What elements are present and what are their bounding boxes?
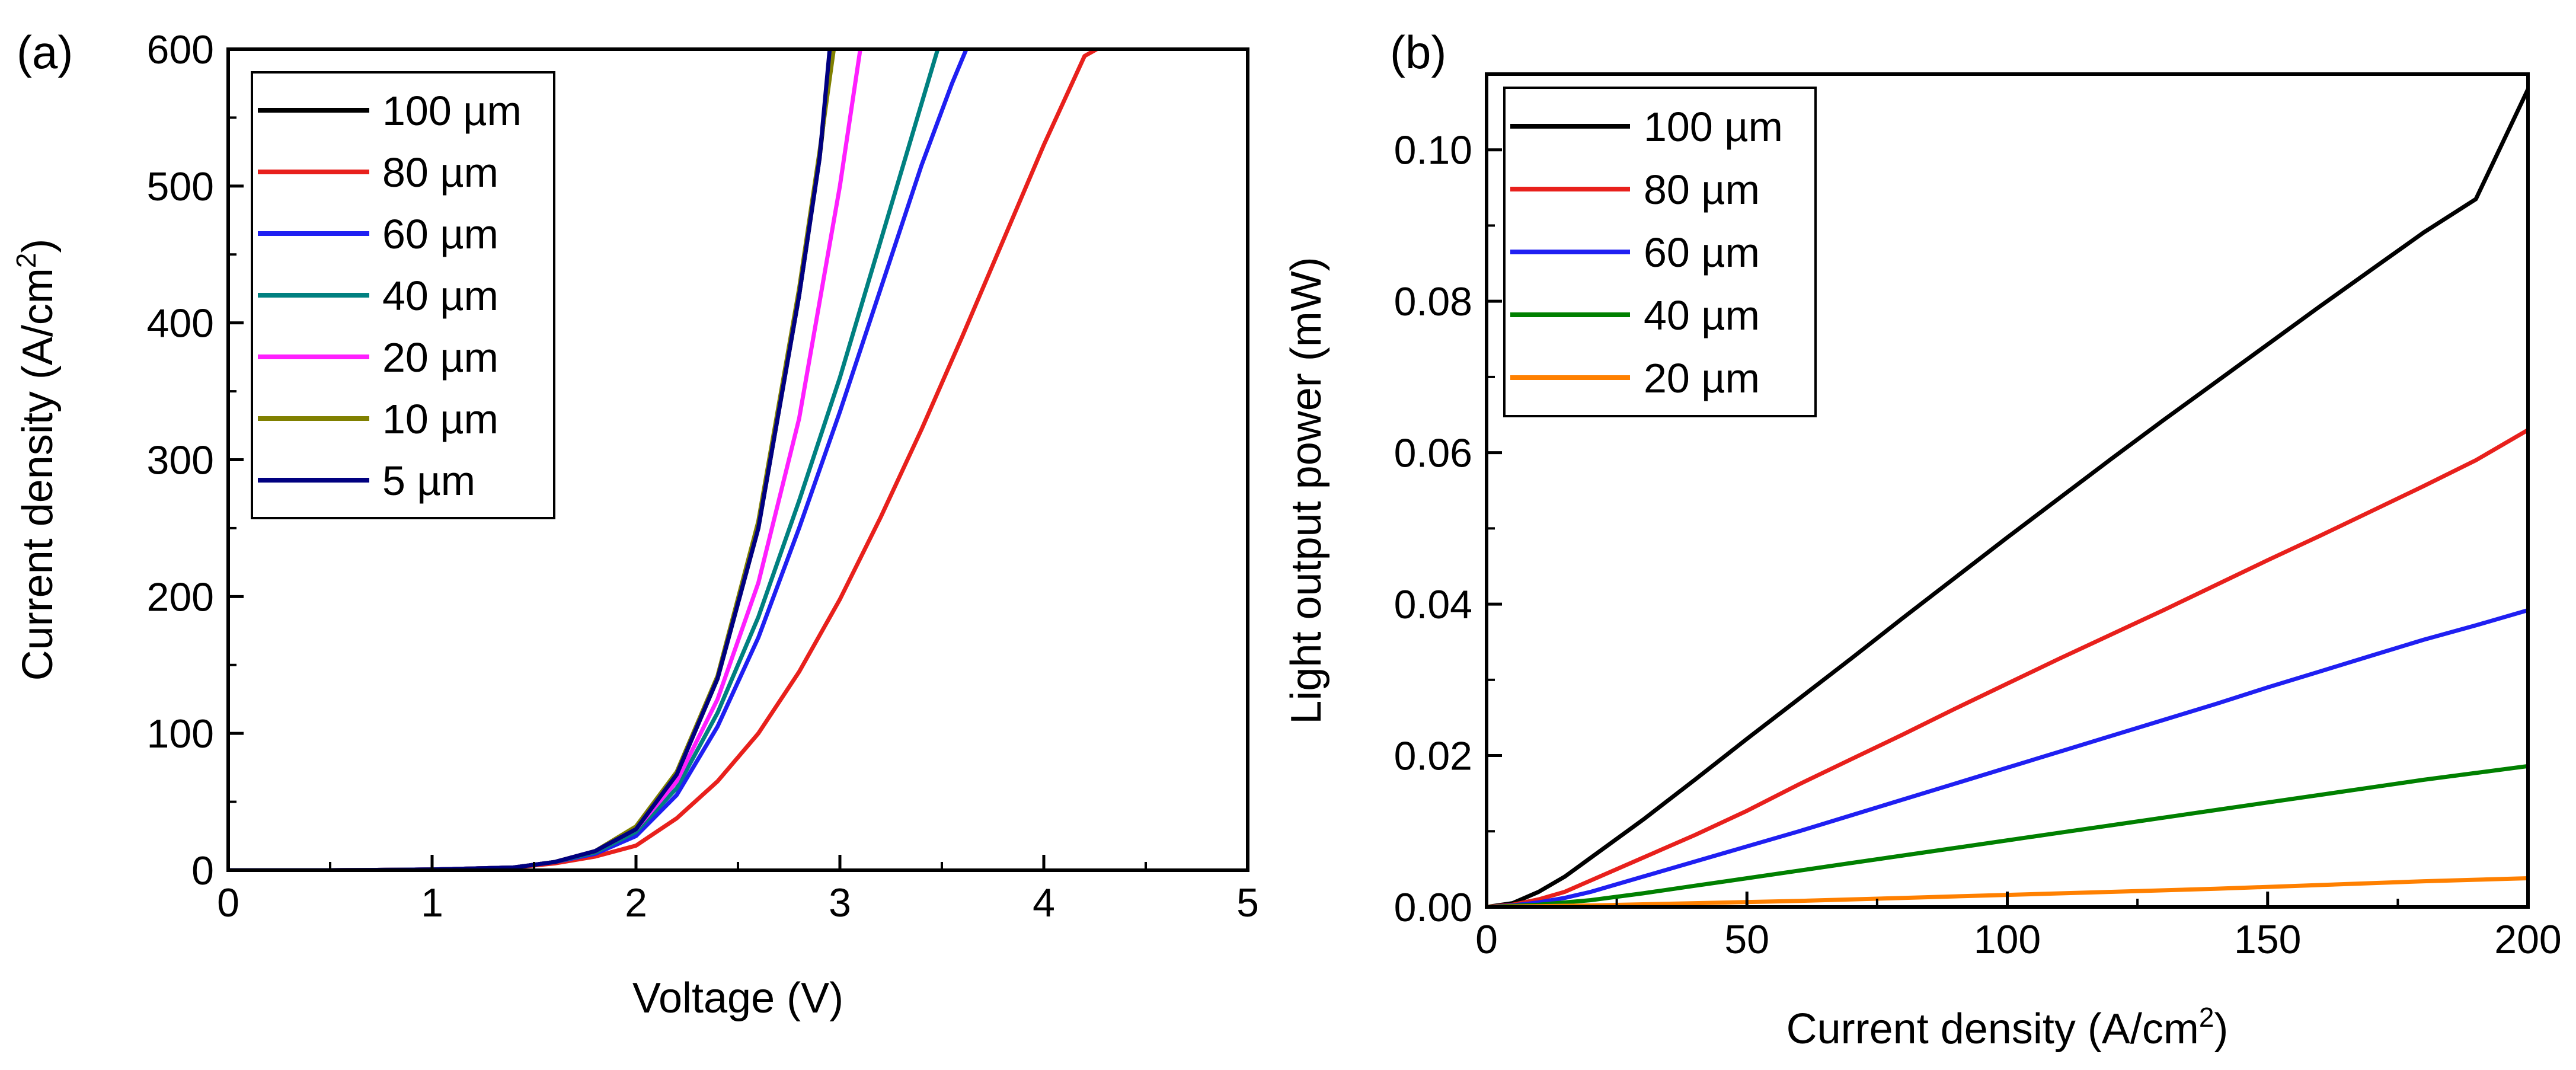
panel-b-legend-label-1: 80 µm <box>1644 167 1760 213</box>
panel-b-legend-label-0: 100 µm <box>1644 104 1783 150</box>
panel-a-x-tick-label: 3 <box>829 880 851 925</box>
panel-a-y-axis-title-main: Current density (A/cm <box>14 268 62 681</box>
panel-a-legend-label-5: 10 µm <box>382 396 498 442</box>
panel-b-series-line-3 <box>1487 764 2528 907</box>
panel-b-legend-label-4: 20 µm <box>1644 355 1760 401</box>
panel-a-x-tick-label: 5 <box>1236 880 1259 925</box>
panel-b-x-tick-label: 150 <box>2234 917 2301 962</box>
panel-b-series-group <box>1487 87 2528 907</box>
panel-a-legend: 100 µm 80 µm 60 µm 40 µm 20 µm 10 µm 5 µm <box>251 71 555 519</box>
panel-b-y-tick-label: 0.04 <box>1394 582 1472 627</box>
panel-a-label: (a) <box>17 26 73 78</box>
panel-a-x-tick-label: 2 <box>625 880 647 925</box>
panel-b-legend: 100 µm 80 µm 60 µm 40 µm 20 µm <box>1503 87 1817 417</box>
panel-a-y-tick-label: 400 <box>147 301 214 346</box>
panel-a-y-tick-label: 200 <box>147 574 214 619</box>
panel-b-x-axis-title-sup: 2 <box>2199 1002 2214 1033</box>
panel-b-series-line-2 <box>1487 608 2528 907</box>
panel-a-legend-label-6: 5 µm <box>382 458 475 504</box>
panel-b-y-axis-title: Light output power (mW) <box>1283 257 1330 724</box>
panel-a-legend-label-4: 20 µm <box>382 334 498 381</box>
panel-a-y-tick-label: 100 <box>147 711 214 756</box>
panel-a-y-tick-label: 600 <box>147 27 214 72</box>
panel-b-chart: (b) 0 50 100 150 200 0.00 0.02 0.04 0.06 0.08 0.10… <box>1283 26 2562 1053</box>
panel-a-legend-label-2: 60 µm <box>382 211 498 257</box>
panel-a-x-tick-label: 0 <box>217 880 239 925</box>
panel-a-y-axis-title: Current density (A/cm2) <box>11 239 62 681</box>
panel-b-x-axis-title-end: ) <box>2214 1005 2228 1053</box>
panel-b-x-tick-label: 50 <box>1724 917 1769 962</box>
panel-a-chart: (a) 0 1 2 3 4 5 0 100 200 300 400 500 600 Voltage (V… <box>11 26 1259 1022</box>
panel-b-y-tick-label: 0.06 <box>1394 431 1472 476</box>
panel-a-x-axis-title: Voltage (V) <box>632 975 843 1022</box>
panel-b-series-line-1 <box>1487 427 2528 907</box>
panel-b-legend-label-2: 60 µm <box>1644 229 1760 276</box>
panel-b-x-tick-label: 200 <box>2494 917 2561 962</box>
panel-b-series-line-0 <box>1487 87 2528 907</box>
panel-a-y-axis-title-end: ) <box>14 239 62 253</box>
panel-b-x-axis-title: Current density (A/cm2) <box>1786 1002 2229 1053</box>
panel-b-x-axis-title-main: Current density (A/cm <box>1786 1005 2199 1053</box>
panel-a-legend-label-1: 80 µm <box>382 149 498 196</box>
panel-a-x-tick-label: 1 <box>421 880 443 925</box>
panel-b-y-tick-label: 0.08 <box>1394 279 1472 324</box>
panel-a-y-tick-label: 500 <box>147 164 214 209</box>
panel-b-x-tick-label: 100 <box>1974 917 2041 962</box>
panel-b-y-tick-label: 0.10 <box>1394 128 1472 173</box>
panel-a-legend-label-0: 100 µm <box>382 88 522 134</box>
panel-b-label: (b) <box>1390 26 1446 78</box>
panel-b-y-tick-label: 0.00 <box>1394 885 1472 930</box>
panel-a-ticks: 0 1 2 3 4 5 0 100 200 300 400 500 600 <box>147 27 1259 925</box>
panel-a-legend-label-3: 40 µm <box>382 273 498 319</box>
panel-a-x-tick-label: 4 <box>1033 880 1055 925</box>
panel-b-ticks: 0 50 100 150 200 0.00 0.02 0.04 0.06 0.08 0.10 <box>1394 73 2562 962</box>
panel-a-y-tick-label: 0 <box>191 848 214 893</box>
panel-b-x-tick-label: 0 <box>1475 917 1498 962</box>
panel-a-y-tick-label: 300 <box>147 438 214 483</box>
panel-b-y-tick-label: 0.02 <box>1394 734 1472 779</box>
panel-a-y-axis-title-sup: 2 <box>11 253 41 269</box>
panel-b-legend-label-3: 40 µm <box>1644 292 1760 338</box>
